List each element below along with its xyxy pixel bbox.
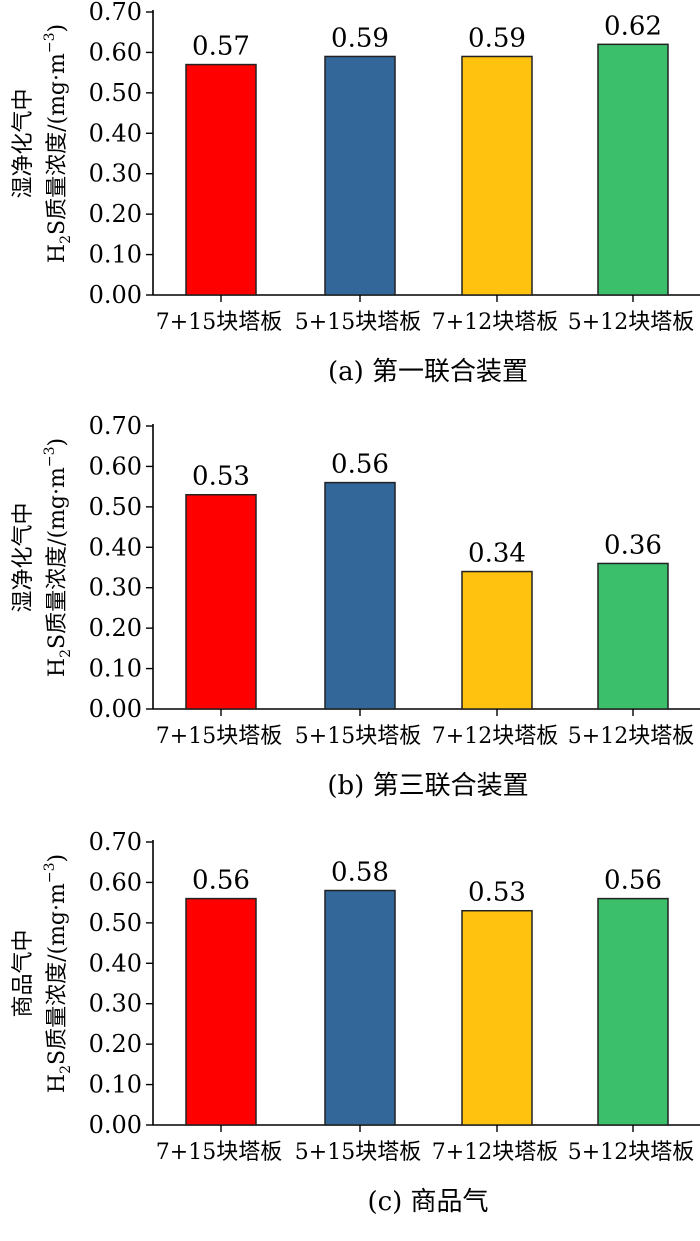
y-axis-label-line2: H2S质量浓度/(mg·m−3) bbox=[42, 854, 74, 1093]
category-label: 7+15块塔板 bbox=[156, 310, 282, 335]
y-label-subscript: 2 bbox=[58, 1065, 74, 1074]
bar-value-label: 0.56 bbox=[192, 866, 250, 896]
y-tick-label: 0.50 bbox=[89, 79, 142, 107]
y-tick-label: 0.40 bbox=[89, 949, 142, 977]
y-axis-label-line1: 湿净化气中 bbox=[11, 502, 36, 612]
bar-value-label: 0.53 bbox=[468, 878, 526, 908]
y-tick-label: 0.00 bbox=[89, 1111, 142, 1139]
bar bbox=[324, 889, 396, 1126]
y-axis-label-line1: 商品气中 bbox=[11, 929, 36, 1017]
bar-value-label: 0.62 bbox=[604, 11, 662, 41]
bar-value-label: 0.59 bbox=[331, 23, 389, 53]
y-tick-label: 0.00 bbox=[89, 281, 142, 309]
bar bbox=[597, 562, 669, 710]
y-tick-label: 0.50 bbox=[89, 493, 142, 521]
y-label-subscript: 2 bbox=[58, 235, 74, 244]
category-label: 5+12块塔板 bbox=[568, 310, 694, 335]
y-tick-label: 0.30 bbox=[89, 574, 142, 602]
chart-panel-b: 0.00 0.10 0.20 0.30 0.40 0.50 0.60 0.70 0.53 7+15… bbox=[11, 412, 700, 801]
category-label: 7+12块塔板 bbox=[432, 724, 558, 749]
chart-caption: (a) 第一联合装置 bbox=[328, 357, 528, 387]
chart-caption: (c) 商品气 bbox=[367, 1187, 488, 1217]
category-label: 7+15块塔板 bbox=[156, 724, 282, 749]
y-tick-label: 0.10 bbox=[89, 655, 142, 683]
y-label-superscript: −3 bbox=[42, 32, 58, 53]
bar bbox=[461, 55, 533, 296]
y-tick-label: 0.00 bbox=[89, 695, 142, 723]
y-label-superscript: −3 bbox=[42, 862, 58, 883]
chart-panel-a: 0.00 0.10 0.20 0.30 0.40 0.50 0.60 0.70 0.57 7+15… bbox=[11, 0, 700, 387]
bar-value-label: 0.34 bbox=[468, 539, 526, 569]
chart-panel-c: 0.00 0.10 0.20 0.30 0.40 0.50 0.60 0.70 0.56 7+15… bbox=[11, 828, 700, 1217]
y-label-superscript: −3 bbox=[42, 446, 58, 467]
bar bbox=[324, 55, 396, 296]
y-tick-label: 0.30 bbox=[89, 160, 142, 188]
y-tick-label: 0.70 bbox=[89, 412, 142, 440]
category-label: 5+15块塔板 bbox=[295, 310, 421, 335]
category-label: 7+15块塔板 bbox=[156, 1140, 282, 1165]
y-label-close: ) bbox=[45, 854, 70, 863]
bar bbox=[597, 43, 669, 296]
category-label: 5+12块塔板 bbox=[568, 724, 694, 749]
y-label-body: S质量浓度/(mg·m bbox=[45, 53, 70, 235]
category-label: 5+12块塔板 bbox=[568, 1140, 694, 1165]
y-tick-label: 0.40 bbox=[89, 119, 142, 147]
y-tick-label: 0.70 bbox=[89, 0, 142, 26]
y-label-close: ) bbox=[45, 24, 70, 33]
bar bbox=[597, 897, 669, 1126]
category-label: 5+15块塔板 bbox=[295, 1140, 421, 1165]
y-tick-label: 0.70 bbox=[89, 828, 142, 856]
y-label-subscript: 2 bbox=[58, 649, 74, 658]
bar bbox=[185, 493, 257, 710]
y-label-body: S质量浓度/(mg·m bbox=[45, 883, 70, 1065]
bar-value-label: 0.56 bbox=[331, 450, 389, 480]
y-tick-label: 0.60 bbox=[89, 868, 142, 896]
y-axis-label-line2: H2S质量浓度/(mg·m−3) bbox=[42, 438, 74, 677]
bar-value-label: 0.53 bbox=[192, 462, 250, 492]
y-tick-label: 0.40 bbox=[89, 533, 142, 561]
bar bbox=[461, 909, 533, 1126]
bar-value-label: 0.56 bbox=[604, 866, 662, 896]
bar bbox=[185, 63, 257, 296]
chart-caption: (b) 第三联合装置 bbox=[327, 771, 528, 801]
y-tick-label: 0.10 bbox=[89, 1071, 142, 1099]
bar bbox=[185, 897, 257, 1126]
bar bbox=[461, 570, 533, 710]
y-tick-label: 0.60 bbox=[89, 452, 142, 480]
y-label-body: S质量浓度/(mg·m bbox=[45, 467, 70, 649]
y-label-prefix: H bbox=[45, 1074, 70, 1093]
y-tick-label: 0.20 bbox=[89, 200, 142, 228]
y-axis-label-line1: 湿净化气中 bbox=[11, 88, 36, 198]
category-label: 5+15块塔板 bbox=[295, 724, 421, 749]
y-axis-label-line2: H2S质量浓度/(mg·m−3) bbox=[42, 24, 74, 263]
bar-value-label: 0.58 bbox=[331, 858, 389, 888]
y-tick-label: 0.60 bbox=[89, 38, 142, 66]
y-label-prefix: H bbox=[45, 244, 70, 263]
y-tick-label: 0.20 bbox=[89, 614, 142, 642]
y-tick-label: 0.10 bbox=[89, 241, 142, 269]
y-tick-label: 0.50 bbox=[89, 909, 142, 937]
y-label-close: ) bbox=[45, 438, 70, 447]
bar-value-label: 0.59 bbox=[468, 23, 526, 53]
category-label: 7+12块塔板 bbox=[432, 1140, 558, 1165]
bar bbox=[324, 481, 396, 710]
category-label: 7+12块塔板 bbox=[432, 310, 558, 335]
y-tick-label: 0.30 bbox=[89, 990, 142, 1018]
y-label-prefix: H bbox=[45, 658, 70, 677]
bar-value-label: 0.36 bbox=[604, 530, 662, 560]
bar-value-label: 0.57 bbox=[192, 32, 250, 62]
y-tick-label: 0.20 bbox=[89, 1030, 142, 1058]
